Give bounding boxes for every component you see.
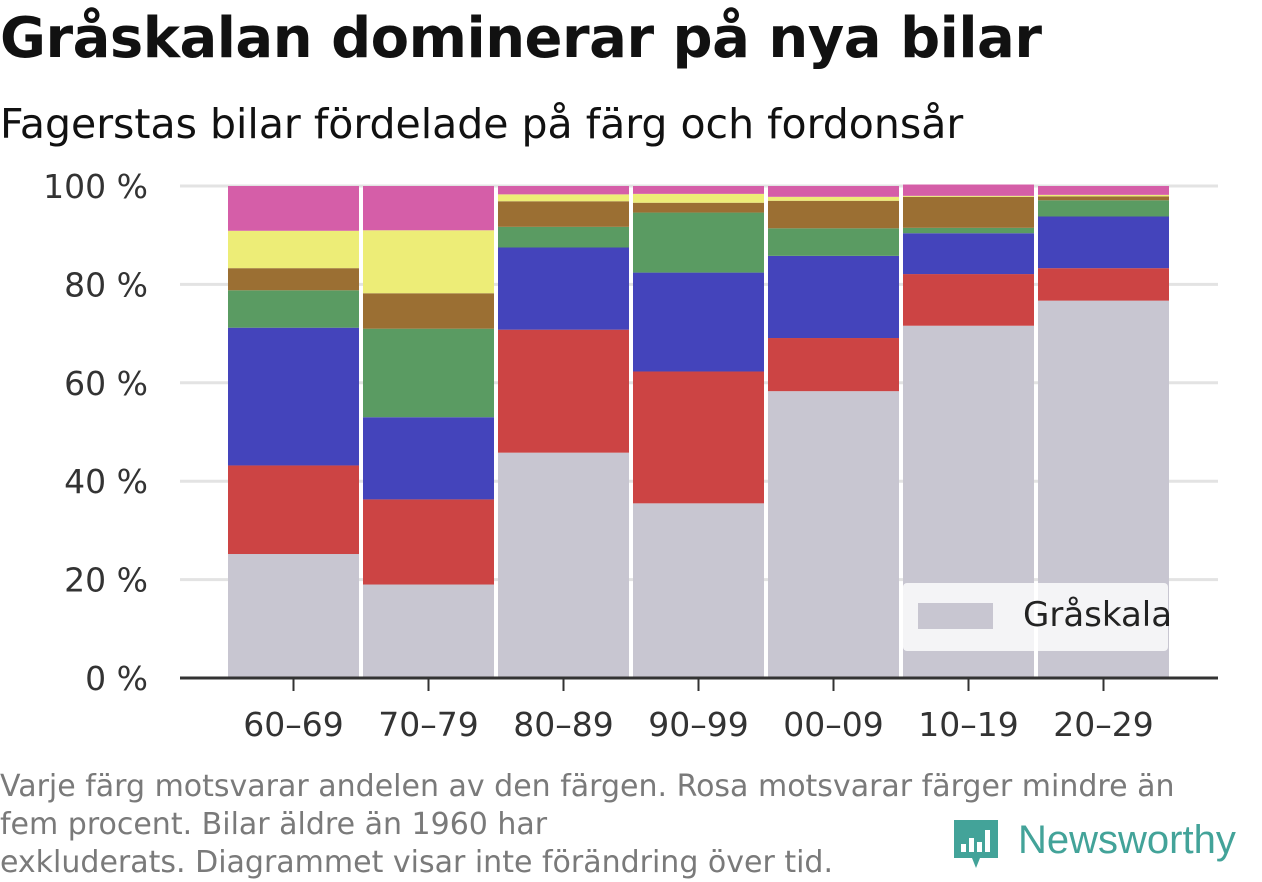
y-tick-label: 20 % xyxy=(64,561,148,600)
bar-segment xyxy=(1038,186,1169,195)
bar-segment xyxy=(768,196,899,201)
footnote-line-1: Varje färg motsvarar andelen av den färg… xyxy=(0,769,1175,804)
bar-segment xyxy=(498,194,629,202)
legend: Gråskala xyxy=(903,583,1172,651)
bar-segment xyxy=(903,195,1034,197)
bar-segment xyxy=(363,417,494,500)
bar-segment xyxy=(768,338,899,392)
x-tick-label: 70–79 xyxy=(378,705,478,744)
bar-segment xyxy=(228,268,359,291)
bar-segment xyxy=(363,293,494,329)
bar-segment xyxy=(228,327,359,466)
logo-text: Newsworthy xyxy=(1018,818,1236,862)
bar-segment xyxy=(363,186,494,231)
bars xyxy=(228,184,1169,678)
legend-label: Gråskala xyxy=(1023,595,1173,635)
bar-segment xyxy=(768,391,899,678)
bar-segment xyxy=(768,186,899,197)
bar-segment xyxy=(903,274,1034,326)
y-tick-label: 80 % xyxy=(64,265,148,304)
bar-segment xyxy=(228,554,359,678)
bar-segment xyxy=(363,230,494,294)
x-tick-label: 90–99 xyxy=(648,705,748,744)
bar-segment xyxy=(903,227,1034,234)
bar-segment xyxy=(1038,200,1169,217)
y-tick-label: 100 % xyxy=(43,167,148,206)
legend-swatch xyxy=(918,603,993,629)
bar-segment xyxy=(903,233,1034,275)
newsworthy-logo: Newsworthy xyxy=(950,814,1262,876)
newsworthy-logo-icon xyxy=(954,820,998,868)
bar-segment xyxy=(633,503,764,678)
bar-segment xyxy=(903,196,1034,228)
bar-segment xyxy=(633,272,764,372)
bar-segment xyxy=(498,226,629,248)
bar-segment xyxy=(1038,194,1169,197)
footnote-line-2: fem procent. Bilar äldre än 1960 har xyxy=(0,807,548,842)
bar-segment xyxy=(498,247,629,330)
bar-segment xyxy=(768,255,899,339)
bar-segment xyxy=(228,186,359,231)
bar-segment xyxy=(768,200,899,229)
y-axis-ticks: 0 % 20 % 40 % 60 % 80 % 100 % xyxy=(43,167,148,698)
bar-segment xyxy=(633,371,764,504)
x-tick-label: 20–29 xyxy=(1053,705,1153,744)
bar-segment xyxy=(498,329,629,453)
footnote-line-3: exkluderats. Diagrammet visar inte förän… xyxy=(0,845,834,880)
chart-subtitle: Fagerstas bilar fördelade på färg och fo… xyxy=(0,100,964,148)
bar-segment xyxy=(768,228,899,256)
bar-segment xyxy=(363,584,494,678)
bar-segment xyxy=(633,193,764,203)
x-tick-label: 10–19 xyxy=(918,705,1018,744)
y-tick-label: 40 % xyxy=(64,462,148,501)
bar-segment xyxy=(363,499,494,585)
x-tick-label: 80–89 xyxy=(513,705,613,744)
bar-segment xyxy=(633,186,764,194)
x-axis: 60–69 70–79 80–89 90–99 00–09 10–19 20–29 xyxy=(180,676,1218,744)
x-tick-label: 60–69 xyxy=(243,705,343,744)
bar-segment xyxy=(498,186,629,195)
y-tick-label: 0 % xyxy=(85,659,148,698)
bar-segment xyxy=(498,201,629,227)
chart-title: Gråskalan dominerar på nya bilar xyxy=(0,6,1042,71)
bar-segment xyxy=(1038,268,1169,301)
bar-segment xyxy=(228,465,359,555)
footnote: Varje färg motsvarar andelen av den färg… xyxy=(0,768,1240,882)
bar-segment xyxy=(228,230,359,269)
bar-segment xyxy=(498,452,629,678)
bar-segment xyxy=(633,202,764,213)
bar-segment xyxy=(633,212,764,273)
bar-segment xyxy=(1038,196,1169,201)
x-tick-label: 00–09 xyxy=(783,705,883,744)
y-tick-label: 60 % xyxy=(64,364,148,403)
bar-segment xyxy=(363,328,494,418)
bar-segment xyxy=(1038,216,1169,269)
bar-segment xyxy=(903,184,1034,196)
bar-segment xyxy=(228,290,359,328)
